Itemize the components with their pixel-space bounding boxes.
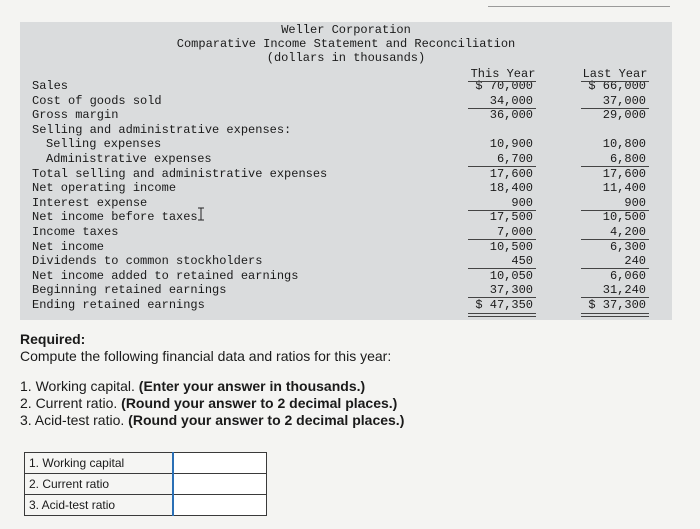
acid-test-ratio-input[interactable]	[174, 495, 266, 515]
col-header-this-year: This Year	[470, 67, 536, 81]
row-label: Income taxes	[32, 225, 119, 239]
row-label: Ending retained earnings	[32, 298, 205, 312]
row-value-this-year: 36,000	[489, 108, 533, 123]
answer-row-acid-test-ratio: 3. Acid-test ratio	[24, 494, 267, 516]
row-value-this-year: 17,500	[489, 210, 533, 225]
total-rule	[468, 239, 536, 240]
row-label: Dividends to common stockholders	[32, 254, 263, 269]
row-value-last-year: 31,240	[602, 283, 646, 298]
row-label: Net operating income	[32, 181, 177, 196]
total-rule	[581, 209, 649, 211]
row-value-last-year: 6,800	[609, 152, 646, 166]
row-label: Total selling and administrative expense…	[32, 166, 328, 181]
total-rule	[468, 107, 536, 109]
total-rule	[581, 107, 649, 109]
required-item-2: 2. Current ratio. (Round your answer to …	[20, 395, 398, 411]
required-item-1: 1. Working capital. (Enter your answer i…	[20, 378, 366, 394]
row-value-last-year: $ 66,000	[588, 79, 646, 93]
company-name: Weller Corporation	[281, 23, 411, 37]
row-value-this-year: 6,700	[496, 152, 533, 166]
row-label: Gross margin	[32, 108, 119, 123]
row-value-this-year: 450	[511, 254, 533, 269]
grand-total-double-rule	[581, 313, 649, 317]
row-label: Selling expenses	[46, 137, 162, 152]
required-heading: Required:	[20, 331, 86, 347]
row-value-last-year: 240	[624, 254, 646, 269]
total-rule	[468, 268, 536, 270]
answer-label-acid-test-ratio: 3. Acid-test ratio	[24, 494, 174, 516]
required-items: 1. Working capital. (Enter your answer i…	[20, 378, 404, 429]
row-value-last-year: 6,060	[609, 268, 646, 283]
row-value-last-year: 37,000	[602, 93, 646, 108]
required-item-3: 3. Acid-test ratio. (Round your answer t…	[20, 412, 405, 428]
row-value-this-year: 17,600	[489, 166, 533, 181]
header-rule	[468, 81, 536, 82]
row-label: Net income	[32, 239, 105, 254]
row-value-this-year: 34,000	[489, 93, 533, 108]
answer-label-current-ratio: 2. Current ratio	[24, 473, 174, 495]
row-label: Sales	[32, 79, 69, 93]
top-divider	[488, 6, 670, 7]
answer-row-working-capital: 1. Working capital	[24, 452, 267, 474]
row-value-this-year: $ 70,000	[475, 79, 533, 93]
answer-row-current-ratio: 2. Current ratio	[24, 473, 267, 495]
row-value-last-year: 4,200	[609, 225, 646, 239]
total-rule	[581, 166, 649, 167]
row-value-this-year: $ 47,350	[475, 298, 533, 312]
total-rule	[581, 239, 649, 240]
row-value-this-year: 10,050	[489, 268, 533, 283]
working-capital-input[interactable]	[174, 453, 266, 473]
row-value-last-year: 6,300	[609, 239, 646, 254]
row-label: Net income added to retained earnings	[32, 268, 299, 283]
total-rule	[468, 209, 536, 211]
row-value-last-year: 10,500	[602, 210, 646, 225]
total-rule	[468, 297, 536, 299]
row-label: Selling and administrative expenses:	[32, 122, 292, 137]
row-label: Interest expense	[32, 195, 148, 210]
income-statement: Weller Corporation Comparative Income St…	[20, 22, 672, 320]
row-value-this-year: 7,000	[496, 225, 533, 239]
header-rule	[581, 81, 649, 82]
row-label: Net income before taxes	[32, 210, 198, 225]
total-rule	[581, 297, 649, 299]
row-value-this-year: 10,900	[489, 137, 533, 152]
row-value-last-year: 10,800	[602, 137, 646, 152]
answer-label-working-capital: 1. Working capital	[24, 452, 174, 474]
row-label: Administrative expenses	[46, 152, 212, 166]
row-value-last-year: 11,400	[602, 181, 646, 196]
row-label: Beginning retained earnings	[32, 283, 227, 298]
required-instructions: Compute the following financial data and…	[20, 348, 392, 364]
row-value-last-year: 17,600	[602, 166, 646, 181]
row-value-last-year: 900	[624, 195, 646, 210]
row-value-last-year: $ 37,300	[588, 298, 646, 312]
row-value-this-year: 900	[511, 195, 533, 210]
text-cursor-icon	[198, 207, 204, 221]
row-label: Cost of goods sold	[32, 93, 162, 108]
statement-subtitle: (dollars in thousands)	[266, 51, 426, 65]
row-value-this-year: 10,500	[489, 239, 533, 254]
col-header-last-year: Last Year	[582, 67, 648, 81]
answer-table: 1. Working capital 2. Current ratio 3. A…	[24, 452, 267, 516]
row-value-this-year: 37,300	[489, 283, 533, 298]
grand-total-double-rule	[468, 313, 536, 317]
total-rule	[581, 268, 649, 270]
current-ratio-input[interactable]	[174, 474, 266, 494]
row-value-last-year: 29,000	[602, 108, 646, 123]
statement-title: Comparative Income Statement and Reconci…	[176, 37, 516, 51]
total-rule	[468, 166, 536, 167]
row-value-this-year: 18,400	[489, 181, 533, 196]
